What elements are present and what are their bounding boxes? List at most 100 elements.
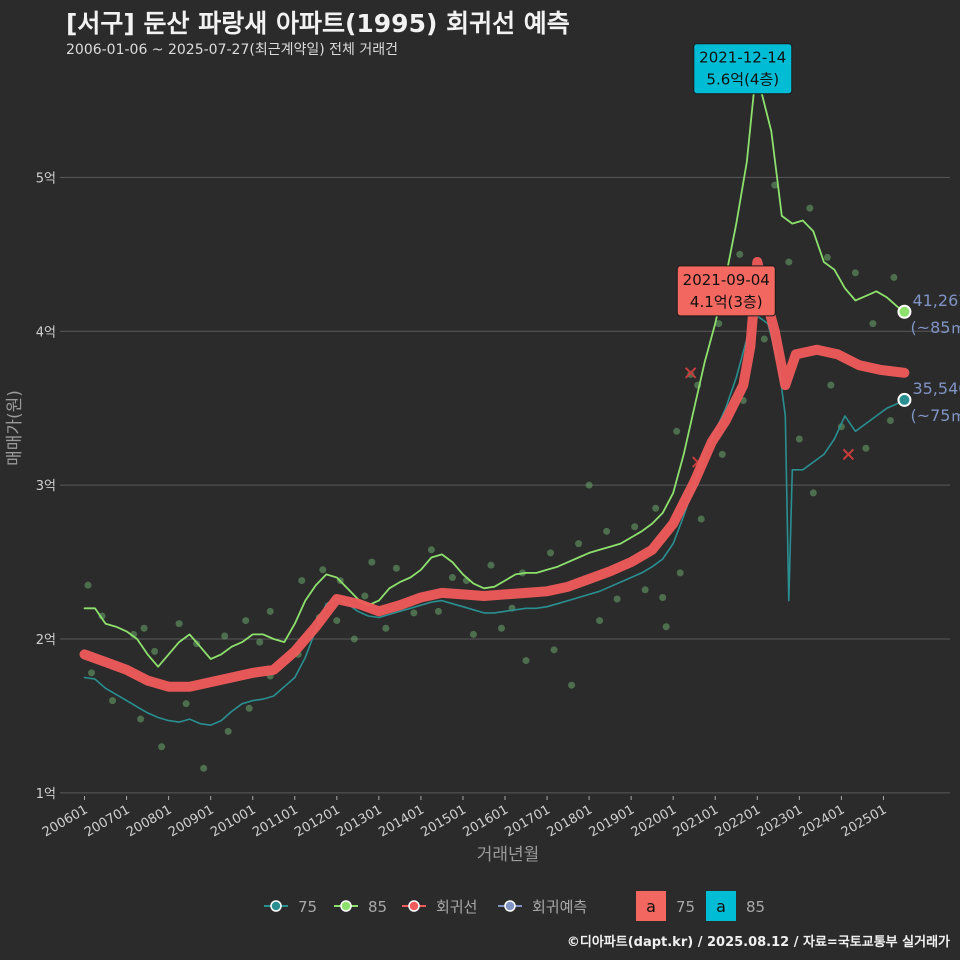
y-tick-label: 2억	[36, 633, 56, 648]
x-tick-label: 200801	[124, 802, 174, 840]
legend-label: 회귀예측	[532, 898, 587, 916]
annotation-value: 4.1억(3층)	[690, 293, 763, 311]
scatter-point	[392, 564, 400, 572]
x-tick-label: 201701	[503, 802, 553, 840]
legend-box-letter: a	[646, 897, 656, 916]
annotation-box	[676, 265, 776, 317]
scatter-point	[715, 320, 723, 328]
scatter-point	[427, 546, 435, 554]
cross-marker	[842, 448, 855, 461]
scatter-point	[319, 566, 327, 574]
legend-marker	[408, 900, 420, 912]
x-tick-label: 202001	[629, 802, 679, 840]
scatter-point	[851, 269, 859, 277]
x-tick-label: 202301	[755, 802, 805, 840]
scatter-point	[256, 638, 264, 646]
end-point-marker	[897, 392, 912, 407]
annotation-date: 2021-09-04	[683, 271, 770, 289]
x-tick-label: 201501	[418, 802, 468, 840]
scatter-point	[585, 481, 593, 489]
scatter-point	[487, 561, 495, 569]
scatter-point	[434, 607, 442, 615]
cross-stroke	[842, 448, 855, 461]
x-tick-label: 200901	[166, 802, 216, 840]
scatter-point	[182, 700, 190, 708]
scatter-point	[631, 523, 639, 531]
legend-marker	[340, 900, 352, 912]
x-tick-label: 201201	[292, 802, 342, 840]
scatter-point	[158, 743, 166, 751]
x-tick-label: 201801	[545, 802, 595, 840]
scatter-point	[785, 258, 793, 266]
end-markers: 41,267 (~85㎡) 35,540 (~75㎡)	[897, 291, 960, 425]
series-line-regression	[79, 257, 910, 692]
annotations: 2021-12-14 5.6억(4층) 2021-09-04 4.1억(3층)	[676, 43, 793, 317]
scatter-point	[806, 204, 814, 212]
scatter-point	[137, 715, 145, 723]
annotation-value: 5.6억(4층)	[706, 71, 779, 89]
legend-marker	[270, 900, 282, 912]
legend-box	[706, 891, 736, 921]
scatter-point	[361, 592, 369, 600]
scatter-point	[245, 704, 253, 712]
scatter-point	[676, 569, 684, 577]
scatter-point	[151, 647, 159, 655]
y-tick-label: 1억	[36, 787, 56, 802]
legend: 75 85 회귀선 회귀예측 a 75 a 85	[264, 891, 765, 921]
scatter-point	[88, 669, 96, 677]
legend-box-label: 85	[746, 898, 765, 916]
end-point-value: 41,267	[912, 291, 960, 310]
series-line-s85	[83, 88, 906, 668]
scatter-point	[469, 630, 477, 638]
scatter-point	[200, 764, 208, 772]
scatter-point	[641, 586, 649, 594]
scatter-point	[890, 273, 898, 281]
scatter-point	[547, 549, 555, 557]
x-axis-title: 거래년월	[477, 845, 540, 865]
scatter-points	[84, 181, 898, 772]
end-point-unit: (~75㎡)	[910, 406, 960, 425]
scatter-point	[886, 417, 894, 425]
x-tick-label: 201901	[587, 802, 637, 840]
scatter-point	[575, 540, 583, 548]
legend-box-letter: a	[716, 897, 726, 916]
y-tick-label: 5억	[36, 171, 56, 186]
scatter-point	[175, 620, 183, 628]
annotation-box	[693, 43, 793, 95]
chart-subtitle: 2006-01-06 ~ 2025-07-27(최근계약일) 전체 거래건	[66, 42, 398, 58]
scatter-point	[823, 253, 831, 261]
scatter-point	[109, 697, 117, 705]
scatter-point	[603, 527, 611, 535]
end-point-value: 35,540	[912, 379, 960, 398]
end-point-marker	[897, 304, 912, 319]
x-tick-label: 200701	[82, 802, 132, 840]
y-tick-label: 4억	[36, 325, 56, 340]
scatter-point	[596, 617, 604, 625]
scatter-point	[224, 727, 232, 735]
scatter-point	[771, 181, 779, 189]
x-tick-label: 201301	[334, 802, 384, 840]
scatter-point	[221, 632, 229, 640]
scatter-point	[662, 623, 670, 631]
end-point-unit: (~85㎡)	[910, 318, 960, 337]
scatter-point	[809, 489, 817, 497]
grid-lines	[60, 176, 950, 794]
x-tick-label: 201001	[208, 802, 258, 840]
scatter-point	[98, 612, 106, 620]
legend-box	[636, 891, 666, 921]
scatter-point	[350, 635, 358, 643]
scatter-point	[736, 250, 744, 258]
legend-label: 회귀선	[436, 898, 477, 916]
y-axis-title: 매매가(원)	[5, 390, 25, 466]
x-tick-label: 202501	[839, 802, 889, 840]
annotation-label: 2021-09-04 4.1억(3층)	[676, 265, 776, 317]
scatter-point	[333, 617, 341, 625]
series-lines	[79, 88, 910, 726]
legend-box-label: 75	[676, 898, 695, 916]
scatter-point	[368, 558, 376, 566]
scatter-point	[550, 646, 558, 654]
scatter-point	[84, 581, 92, 589]
scatter-point	[869, 320, 877, 328]
series-line-s75	[83, 315, 906, 726]
